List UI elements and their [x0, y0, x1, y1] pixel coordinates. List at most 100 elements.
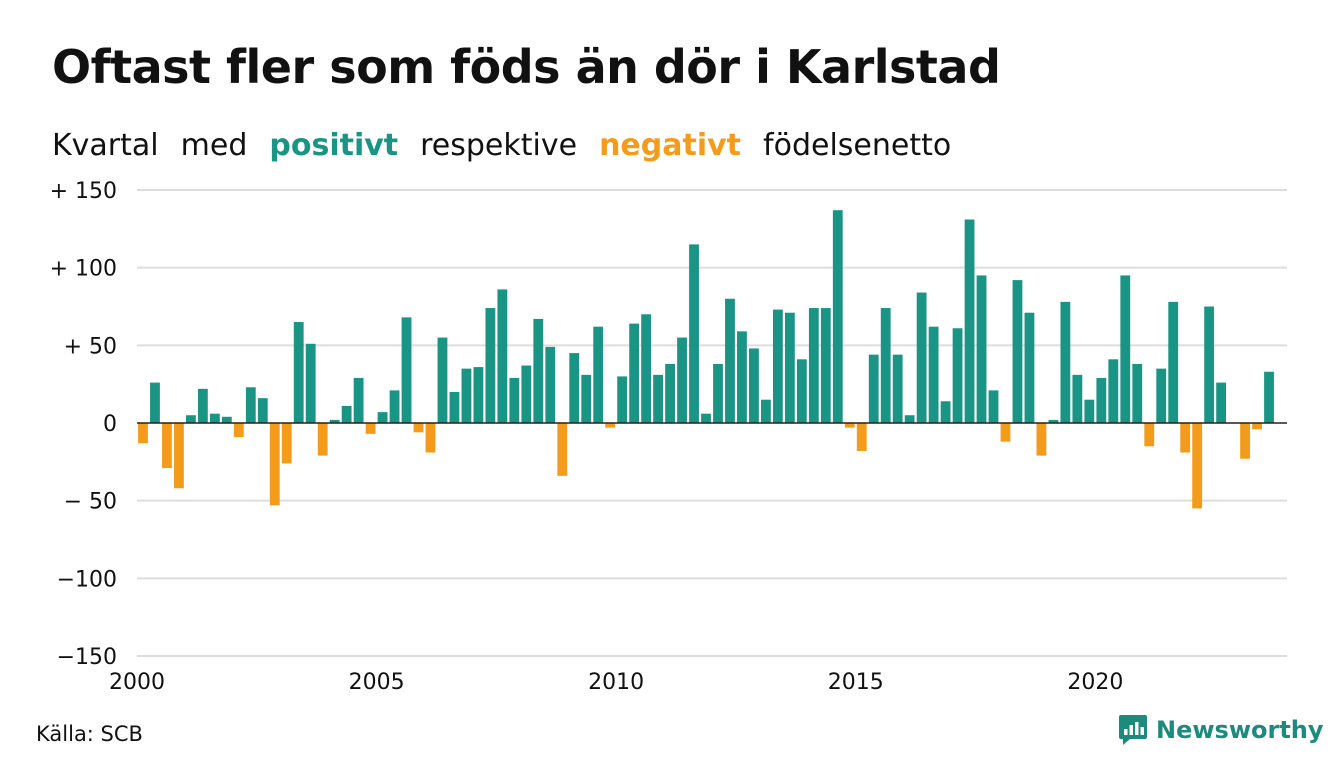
bar-positive [521, 365, 532, 423]
bar-positive [437, 337, 448, 423]
bar-positive [197, 388, 208, 423]
y-tick-label: + 150 [50, 179, 117, 204]
bar-positive [377, 412, 388, 423]
bar-positive [1204, 306, 1215, 423]
bars [137, 210, 1287, 509]
bar-positive [185, 415, 196, 423]
bar-positive [1024, 312, 1035, 423]
y-tick-label: 0 [103, 412, 117, 437]
bar-positive [461, 368, 472, 423]
bar-positive [892, 354, 903, 423]
bar-positive [305, 343, 316, 423]
bar-negative [138, 423, 148, 444]
bar-positive [772, 309, 783, 423]
bar-negative [425, 423, 436, 453]
bar-positive [389, 390, 400, 423]
chart-subtitle: Kvartal med positivt respektive negativt föde… [52, 128, 973, 163]
bar-positive [928, 326, 939, 423]
bar-positive [940, 401, 951, 423]
bar-positive [353, 377, 364, 423]
bar-positive [569, 353, 580, 423]
bar-positive [1168, 301, 1179, 423]
bar-positive [665, 363, 675, 423]
bar-positive [1012, 280, 1023, 423]
bar-positive [916, 292, 927, 423]
bar-positive [341, 405, 352, 423]
x-tick-label: 2010 [588, 670, 644, 695]
y-tick-label: −150 [57, 645, 117, 670]
subtitle-word-respektive: respektive [420, 128, 578, 163]
bar-negative [365, 423, 376, 434]
bar-positive [257, 398, 268, 423]
bar-positive [689, 244, 699, 423]
x-tick-label: 2020 [1067, 670, 1123, 695]
bar-positive [221, 416, 232, 423]
bar-negative [1192, 423, 1203, 509]
bar-positive [832, 210, 843, 423]
y-tick-label: − 50 [64, 490, 117, 515]
bar-positive [904, 415, 915, 423]
bar-positive [1048, 419, 1059, 423]
bar-positive [1060, 301, 1071, 423]
bar-positive [820, 308, 831, 423]
bar-positive [509, 377, 520, 423]
bar-negative [1240, 423, 1250, 459]
bar-positive [1120, 275, 1131, 423]
bar-negative [1144, 423, 1155, 447]
bar-negative [1000, 423, 1011, 442]
bar-chart: + 150 + 100 + 50 0 − 50 −100 −150 2000 2005 2010… [50, 179, 1287, 695]
bar-positive [988, 390, 999, 423]
bar-positive [1096, 377, 1107, 423]
x-tick-label: 2015 [828, 670, 884, 695]
y-axis-tick-labels: + 150 + 100 + 50 0 − 50 −100 −150 [50, 179, 117, 670]
bar-positive [713, 363, 723, 423]
bar-positive [868, 354, 879, 423]
bar-positive [629, 323, 640, 423]
newsworthy-logo-text: Newsworthy [1156, 716, 1324, 744]
bar-positive [976, 275, 987, 423]
subtitle-negative-word: negativt [599, 128, 742, 163]
chart-title: Oftast fler som föds än dör i Karlstad [52, 40, 1001, 94]
bar-positive [749, 348, 759, 423]
bar-positive [952, 328, 963, 423]
bar-positive [796, 359, 807, 423]
bar-positive [329, 419, 340, 423]
bar-negative [413, 423, 424, 433]
x-axis-tick-labels: 2000 2005 2010 2015 2020 [109, 670, 1123, 695]
y-tick-label: + 50 [64, 334, 117, 359]
bar-positive [1156, 368, 1167, 423]
grid-lines [137, 189, 1287, 657]
bar-negative [281, 423, 292, 464]
bar-positive [150, 382, 160, 423]
bar-negative [856, 423, 867, 451]
y-tick-label: + 100 [50, 257, 117, 282]
bar-positive [593, 326, 604, 423]
bar-negative [1036, 423, 1047, 456]
bar-positive [497, 289, 508, 423]
bar-positive [677, 337, 687, 423]
bar-negative [844, 423, 855, 428]
bar-negative [1252, 423, 1262, 430]
bar-positive [725, 298, 735, 423]
bar-positive [473, 367, 484, 423]
bar-positive [641, 314, 652, 423]
newsworthy-logo-icon [1119, 715, 1147, 745]
bar-negative [317, 423, 328, 456]
subtitle-word-fodelsenetto: födelsenetto [763, 128, 952, 163]
bar-positive [581, 374, 592, 423]
bar-positive [293, 322, 304, 423]
bar-positive [880, 308, 891, 423]
bar-positive [653, 374, 663, 423]
bar-positive [449, 391, 460, 423]
bar-positive [1108, 359, 1119, 423]
bar-negative [233, 423, 244, 437]
bar-negative [269, 423, 280, 506]
bar-positive [545, 346, 556, 423]
x-tick-label: 2005 [349, 670, 405, 695]
subtitle-word-med: med [180, 128, 248, 163]
bar-positive [1084, 399, 1095, 423]
bar-positive [784, 312, 795, 423]
bar-negative [1180, 423, 1191, 453]
bar-positive [533, 318, 544, 423]
bar-positive [964, 219, 975, 423]
